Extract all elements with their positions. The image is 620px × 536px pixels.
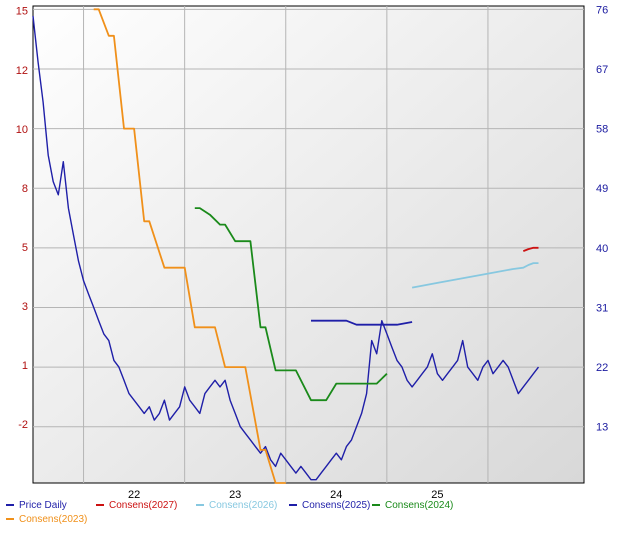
legend-item: Consens(2024) xyxy=(372,500,453,511)
legend-label: Consens(2027) xyxy=(109,500,178,511)
series-line-consens-2023 xyxy=(93,8,286,484)
series-line-consens-2027 xyxy=(522,246,539,252)
series-layer xyxy=(32,8,540,484)
legend-item: Consens(2026) xyxy=(196,500,277,511)
legend-label: Consens(2024) xyxy=(385,500,454,511)
series-line-consens-2026 xyxy=(411,262,539,289)
plot-area xyxy=(32,5,585,484)
legend-swatch xyxy=(96,504,104,507)
legend-label: Consens(2023) xyxy=(19,514,88,525)
series-line-price-daily xyxy=(32,15,540,481)
left-tick-label: 10 xyxy=(16,124,28,136)
right-tick-label: 49 xyxy=(596,183,608,195)
left-tick-label: -2 xyxy=(18,419,28,431)
legend-item: Consens(2027) xyxy=(96,500,177,511)
left-tick-label: 5 xyxy=(22,242,28,254)
x-tick-label: 22 xyxy=(128,489,140,500)
legend-swatch xyxy=(372,504,380,507)
legend-item: Consens(2025) xyxy=(289,500,370,511)
legend-swatch xyxy=(289,504,297,507)
legend-item: Consens(2023) xyxy=(6,514,87,525)
legend-swatch xyxy=(196,504,204,507)
left-tick-label: 3 xyxy=(22,301,28,313)
right-tick-label: 58 xyxy=(596,124,608,136)
x-tick-label: 25 xyxy=(431,489,443,500)
legend-item: Price Daily xyxy=(6,500,67,511)
right-tick-label: 22 xyxy=(596,362,608,374)
left-tick-label: 8 xyxy=(22,183,28,195)
legend-swatch xyxy=(6,504,14,507)
right-tick-label: 67 xyxy=(596,64,608,76)
right-tick-label: 76 xyxy=(596,4,608,16)
legend-swatch xyxy=(6,518,14,521)
legend-label: Consens(2025) xyxy=(302,500,371,511)
left-tick-label: 1 xyxy=(22,360,28,372)
series-line-consens-2025 xyxy=(311,319,413,326)
x-tick-label: 23 xyxy=(229,489,241,500)
right-tick-label: 31 xyxy=(596,302,608,314)
right-tick-label: 40 xyxy=(596,243,608,255)
legend-label: Consens(2026) xyxy=(209,500,278,511)
left-tick-label: 12 xyxy=(16,65,28,77)
left-tick-label: 15 xyxy=(16,6,28,18)
right-tick-label: 13 xyxy=(596,422,608,434)
series-line-consens-2024 xyxy=(194,207,388,402)
legend-label: Price Daily xyxy=(19,500,67,511)
x-tick-label: 24 xyxy=(330,489,342,500)
